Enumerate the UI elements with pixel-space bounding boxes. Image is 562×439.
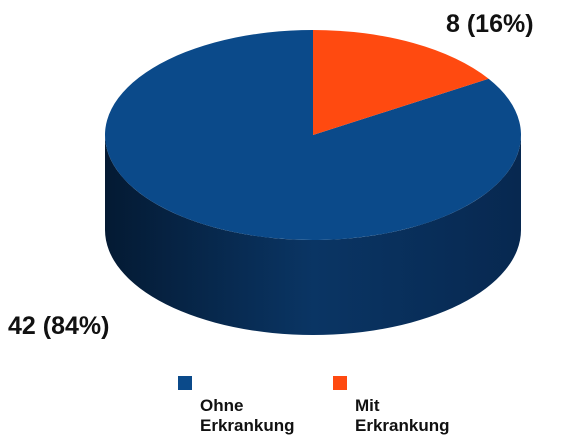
- legend-swatch: [178, 376, 192, 390]
- legend-swatch: [333, 376, 347, 390]
- legend-label: Ohne Erkrankung: [200, 396, 295, 435]
- legend-label: Mit Erkrankung: [355, 396, 450, 435]
- slice-side: [105, 135, 521, 335]
- data-label: 42 (84%): [8, 312, 110, 340]
- slice: [313, 30, 489, 135]
- data-label: 8 (16%): [446, 10, 534, 38]
